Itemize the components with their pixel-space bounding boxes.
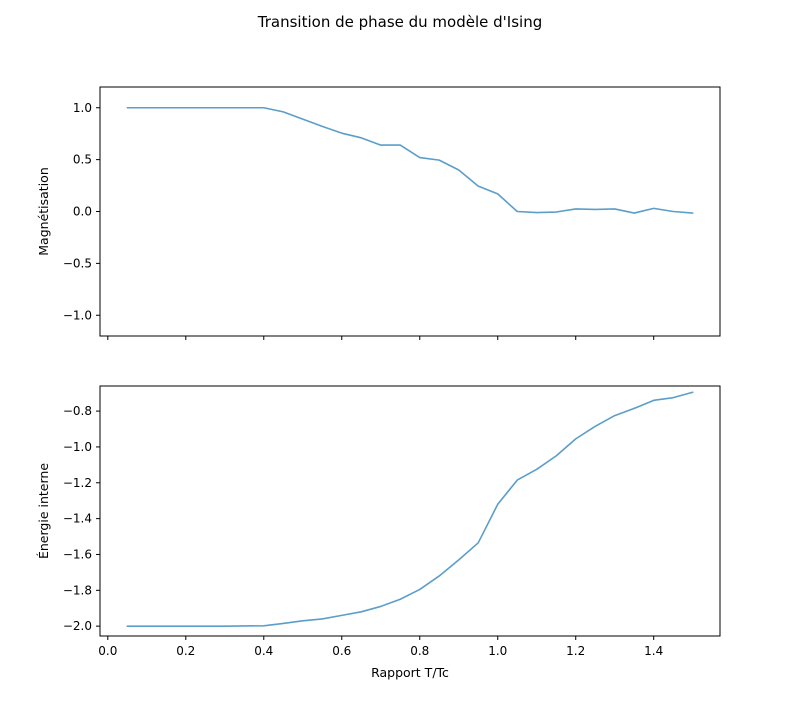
- energy-x-tick-label: 0.6: [332, 644, 351, 658]
- energy-y-tick-label: −2.0: [63, 619, 92, 633]
- energy-x-axis-label: Rapport T/Tc: [371, 665, 449, 680]
- energy-x-tick-label: 0.0: [98, 644, 117, 658]
- magnetisation-axes-frame: [99, 86, 721, 337]
- magnetisation-y-tick-label: −0.5: [63, 256, 92, 270]
- energy-y-tick-label: −1.6: [63, 547, 92, 561]
- magnetisation-y-tick-label: 0.0: [73, 205, 92, 219]
- energy-x-tick-label: 1.4: [644, 644, 663, 658]
- energy-x-tick-label: 0.2: [176, 644, 195, 658]
- energy-series-line: [126, 391, 694, 627]
- magnetisation-y-tick-label: 1.0: [73, 101, 92, 115]
- magnetisation-subplot: 1.0 0.5 0.0 −0.5 −1.0 Magnétisation: [36, 86, 721, 340]
- figure-title: Transition de phase du modèle d'Ising: [257, 13, 542, 31]
- energy-y-tick-label: −1.2: [63, 476, 92, 490]
- energy-y-tick-label: −1.4: [63, 512, 92, 526]
- energy-x-tick-label: 0.8: [410, 644, 429, 658]
- energy-x-tick-label: 1.0: [488, 644, 507, 658]
- energy-y-tick-label: −1.8: [63, 583, 92, 597]
- magnetisation-y-axis-label: Magnétisation: [36, 167, 51, 255]
- energy-x-tick-label: 0.4: [254, 644, 273, 658]
- magnetisation-series-line: [126, 106, 694, 214]
- energy-x-tick-label: 1.2: [566, 644, 585, 658]
- magnetisation-y-tick-label: −1.0: [63, 308, 92, 322]
- energy-subplot: −0.8 −1.0 −1.2 −1.4 −1.6 −1.8 −2.0 0.0 0.2 0.4 0.6…: [36, 385, 721, 680]
- energy-y-tick-label: −1.0: [63, 440, 92, 454]
- energy-y-axis-label: Énergie interne: [36, 463, 51, 559]
- energy-y-tick-label: −0.8: [63, 404, 92, 418]
- magnetisation-y-tick-label: 0.5: [73, 153, 92, 167]
- energy-axes-frame: [99, 385, 721, 637]
